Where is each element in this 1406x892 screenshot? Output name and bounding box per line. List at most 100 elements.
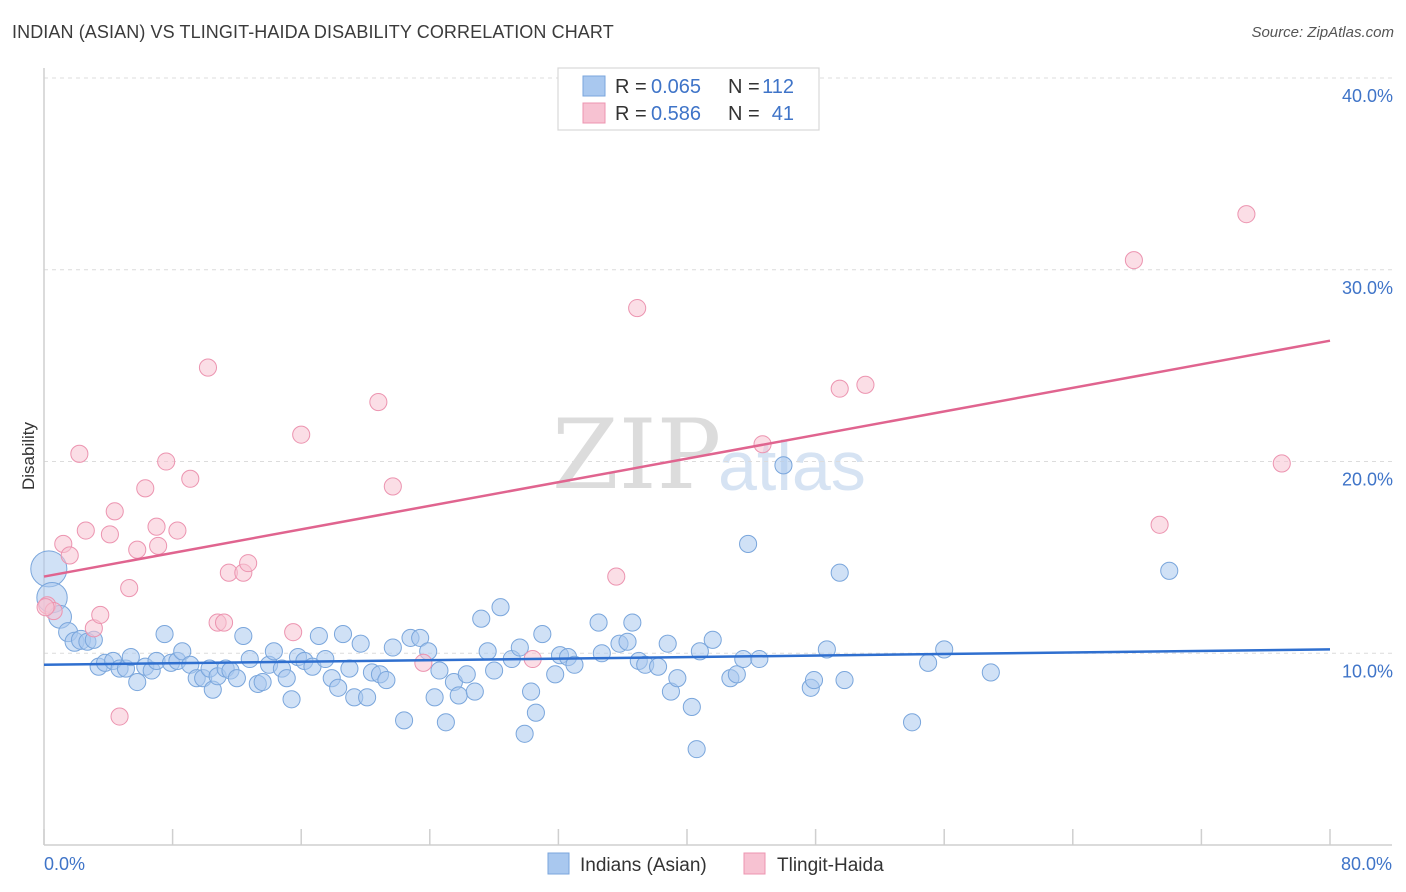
data-point-indians-asian xyxy=(457,665,476,684)
data-point-tlingit-haida xyxy=(76,521,95,540)
data-point-tlingit-haida xyxy=(830,379,849,398)
data-point-indians-asian xyxy=(282,690,301,709)
data-point-indians-asian xyxy=(491,598,510,617)
source-label: Source: ZipAtlas.com xyxy=(1251,24,1394,41)
y-axis-label: Disability xyxy=(19,421,38,490)
x-tick-label-min: 0.0% xyxy=(44,854,85,874)
data-point-indians-asian xyxy=(121,648,140,667)
data-point-tlingit-haida xyxy=(147,517,166,536)
data-point-tlingit-haida xyxy=(70,444,89,463)
legend-r-value-blue: 0.065 xyxy=(651,76,701,98)
legend-n-value-pink: 41 xyxy=(772,103,794,125)
data-point-indians-asian xyxy=(329,678,348,697)
data-point-tlingit-haida xyxy=(36,598,55,617)
y-axis-tick-labels: 10.0% 20.0% 30.0% 40.0% xyxy=(1342,86,1393,681)
data-point-indians-asian xyxy=(533,625,552,644)
trend-line-indians-asian xyxy=(43,648,1331,667)
data-point-tlingit-haida xyxy=(292,425,311,444)
data-point-indians-asian xyxy=(682,697,701,716)
data-point-indians-asian xyxy=(316,649,335,669)
data-point-indians-asian xyxy=(690,642,709,661)
data-point-indians-asian xyxy=(687,740,706,759)
legend-r-value-pink: 0.586 xyxy=(651,103,701,125)
data-point-indians-asian xyxy=(227,669,246,688)
data-point-indians-asian xyxy=(734,649,753,669)
data-point-indians-asian xyxy=(739,534,758,554)
data-point-indians-asian xyxy=(546,665,565,684)
data-point-indians-asian xyxy=(155,625,174,644)
data-point-tlingit-haida xyxy=(105,502,124,521)
data-point-indians-asian xyxy=(981,663,1000,682)
y-tick-label: 30.0% xyxy=(1342,278,1393,298)
data-point-indians-asian xyxy=(903,713,922,732)
data-point-indians-asian xyxy=(309,626,328,646)
data-point-indians-asian xyxy=(411,628,430,647)
data-point-tlingit-haida xyxy=(60,546,79,565)
data-point-tlingit-haida xyxy=(239,554,258,573)
legend-swatch-blue xyxy=(582,75,606,97)
data-point-indians-asian xyxy=(425,688,444,707)
data-point-indians-asian xyxy=(1160,561,1179,580)
data-point-indians-asian xyxy=(919,653,938,672)
legend-r-label-pink: R = xyxy=(615,103,647,125)
data-point-indians-asian xyxy=(240,649,259,669)
data-point-indians-asian xyxy=(173,642,192,661)
data-point-indians-asian xyxy=(485,661,504,680)
bottom-legend-label-pink: Tlingit-Haida xyxy=(777,855,884,876)
data-point-indians-asian xyxy=(510,638,529,657)
data-point-tlingit-haida xyxy=(607,567,626,586)
data-point-indians-asian xyxy=(472,609,491,628)
data-point-tlingit-haida xyxy=(383,477,402,496)
legend-box: R = 0.065 N = 112 R = 0.586 N = 41 xyxy=(557,67,820,131)
legend-n-value-blue: 112 xyxy=(762,76,794,98)
data-point-tlingit-haida xyxy=(157,452,176,471)
data-point-indians-asian xyxy=(703,630,722,649)
data-point-indians-asian xyxy=(478,642,497,661)
watermark-zip: ZIP xyxy=(552,399,721,511)
y-tick-label: 10.0% xyxy=(1342,661,1393,681)
data-point-tlingit-haida xyxy=(198,358,218,377)
data-point-indians-asian xyxy=(618,632,637,651)
x-axis-ticks xyxy=(43,829,1331,845)
data-point-tlingit-haida xyxy=(214,613,234,632)
data-point-indians-asian xyxy=(383,638,402,657)
data-point-tlingit-haida xyxy=(1124,251,1143,270)
data-point-tlingit-haida xyxy=(100,525,119,544)
data-point-indians-asian xyxy=(430,661,449,680)
data-point-indians-asian xyxy=(449,686,468,705)
data-point-tlingit-haida xyxy=(628,299,647,318)
data-point-indians-asian xyxy=(565,655,584,674)
data-point-indians-asian xyxy=(668,669,687,688)
bottom-legend-swatch-pink xyxy=(743,852,766,875)
trend-line-tlingit-haida xyxy=(43,339,1331,578)
bottom-legend: Indians (Asian) Tlingit-Haida xyxy=(547,852,884,876)
data-point-indians-asian xyxy=(128,672,147,692)
legend-n-label-pink: N = xyxy=(728,103,760,125)
data-point-indians-asian xyxy=(340,659,359,678)
data-point-indians-asian xyxy=(804,671,824,690)
series-indians-asian xyxy=(30,456,1179,759)
data-point-indians-asian xyxy=(333,625,353,644)
data-point-tlingit-haida xyxy=(1150,515,1169,534)
data-point-indians-asian xyxy=(253,672,272,692)
data-point-indians-asian xyxy=(817,640,836,659)
data-point-indians-asian xyxy=(727,665,746,684)
data-point-tlingit-haida xyxy=(414,653,433,672)
legend-swatch-pink xyxy=(582,102,606,124)
x-tick-label-max: 80.0% xyxy=(1341,854,1392,874)
data-point-tlingit-haida xyxy=(91,605,110,624)
data-point-indians-asian xyxy=(465,682,484,701)
series-tlingit-haida xyxy=(36,205,1291,726)
data-point-tlingit-haida xyxy=(284,623,303,642)
data-point-tlingit-haida xyxy=(149,536,168,555)
data-point-indians-asian xyxy=(835,671,854,690)
data-point-indians-asian xyxy=(234,626,253,646)
bottom-legend-swatch-blue xyxy=(547,852,570,875)
data-point-indians-asian xyxy=(589,613,608,632)
bottom-legend-label-blue: Indians (Asian) xyxy=(580,855,707,876)
data-point-indians-asian xyxy=(522,682,541,701)
data-point-indians-asian xyxy=(935,640,954,659)
data-point-indians-asian xyxy=(623,613,642,632)
data-point-indians-asian xyxy=(750,649,769,669)
